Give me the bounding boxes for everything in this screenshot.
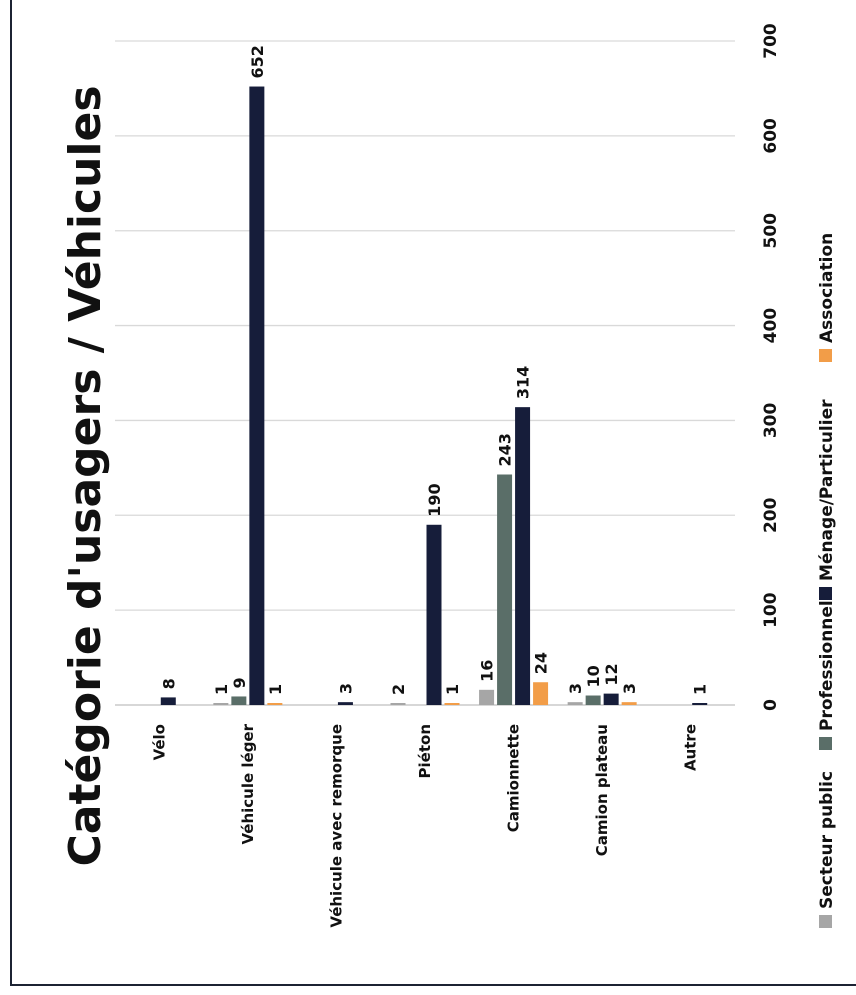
legend-label: Ménage/Particulier [817,399,837,581]
category-label: Vélo [150,724,168,760]
bars [160,86,708,705]
bar [603,693,619,705]
y-tick-label: 500 [761,213,781,249]
bar [337,702,353,705]
bar [567,702,583,705]
y-tick-label: 300 [761,403,781,439]
legend-swatch [819,737,832,750]
bar [390,703,406,705]
category-label: Camionnette [505,724,523,832]
data-label: 243 [496,433,515,466]
data-label: 3 [566,683,585,694]
data-label: 2 [389,684,408,695]
y-tick-label: 400 [761,308,781,344]
data-label: 190 [425,483,444,516]
data-label: 12 [602,663,621,685]
bar [249,86,265,705]
legend-swatch [819,915,832,928]
data-label: 314 [514,366,533,399]
bar [621,702,637,705]
bar [426,524,442,705]
bar [444,703,460,705]
data-label: 10 [584,665,603,687]
data-label: 1 [691,684,710,695]
data-label: 24 [532,652,551,674]
chart-title: Catégorie d'usagers / Véhicules [60,85,111,866]
legend-swatch [819,349,832,362]
bar [515,407,531,705]
y-tick-label: 100 [761,592,781,628]
data-label: 9 [230,677,249,688]
y-axis-ticks: 0 100 200 300 400 500 600 700 [761,23,781,711]
data-label: 8 [159,678,178,689]
category-label: Camion plateau [593,724,611,856]
bar [160,697,176,705]
bar [267,703,283,705]
data-label: 1 [443,684,462,695]
data-label: 652 [248,45,267,78]
category-label: Véhicule avec remorque [327,724,345,928]
bar [692,703,708,705]
legend-swatch [819,587,832,600]
legend-label: Professionnel [817,600,837,731]
data-label: 1 [212,684,231,695]
bar [533,682,549,705]
bar [585,695,601,705]
legend-label: Association [817,233,837,343]
bar [231,696,247,705]
gridlines [115,40,735,706]
data-label: 1 [266,684,285,695]
data-label: 3 [336,683,355,694]
bar [497,474,513,705]
y-tick-label: 200 [761,497,781,533]
bar [479,689,495,705]
y-tick-label: 0 [761,699,781,711]
legend: Secteur public Professionnel Ménage/Partic… [817,233,837,928]
chart-frame [10,0,856,986]
bar [213,703,229,705]
legend-label: Secteur public [817,771,837,909]
data-label: 3 [620,683,639,694]
data-label: 16 [478,660,497,682]
category-labels: Vélo Véhicule léger Véhicule avec remorque… [150,723,699,927]
y-tick-label: 700 [761,23,781,59]
category-label: Véhicule léger [239,723,257,844]
y-tick-label: 600 [761,118,781,154]
category-label: Autre [682,724,700,771]
category-label: Piéton [416,724,434,778]
